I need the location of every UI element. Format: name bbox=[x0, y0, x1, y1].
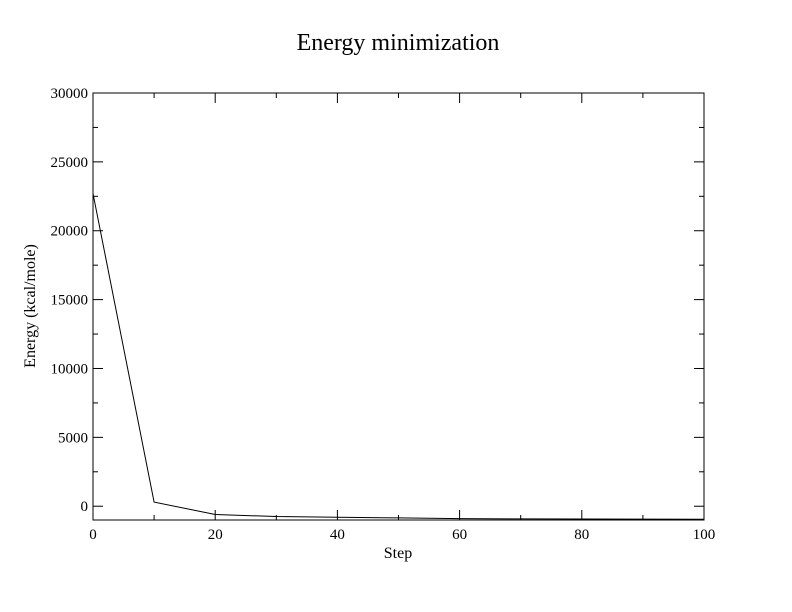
plot-frame bbox=[92, 92, 705, 521]
y-tick-label: 5000 bbox=[58, 430, 88, 446]
y-tick-label: 30000 bbox=[51, 86, 89, 102]
x-axis-ticks: 0 20 40 60 80 100 bbox=[89, 93, 715, 543]
series-layer bbox=[92, 193, 705, 520]
x-tick-label: 40 bbox=[330, 527, 345, 543]
y-tick-label: 0 bbox=[81, 499, 89, 515]
y-tick-label: 15000 bbox=[51, 293, 89, 309]
chart-title: Energy minimization bbox=[297, 30, 500, 56]
x-tick-label: 60 bbox=[452, 527, 467, 543]
y-tick-label: 20000 bbox=[51, 224, 89, 240]
series-line-0 bbox=[92, 193, 705, 520]
y-tick-label: 25000 bbox=[51, 155, 89, 171]
x-axis-label: Step bbox=[384, 545, 412, 562]
x-tick-label: 80 bbox=[574, 527, 589, 543]
x-tick-label: 100 bbox=[693, 527, 716, 543]
y-axis-ticks: 0 5000 10000 15000 20000 25000 30000 bbox=[51, 86, 704, 515]
x-tick-label: 20 bbox=[208, 527, 223, 543]
x-tick-label: 0 bbox=[89, 527, 97, 543]
y-axis-label: Energy (kcal/mole) bbox=[22, 244, 39, 368]
y-tick-label: 10000 bbox=[51, 361, 89, 377]
